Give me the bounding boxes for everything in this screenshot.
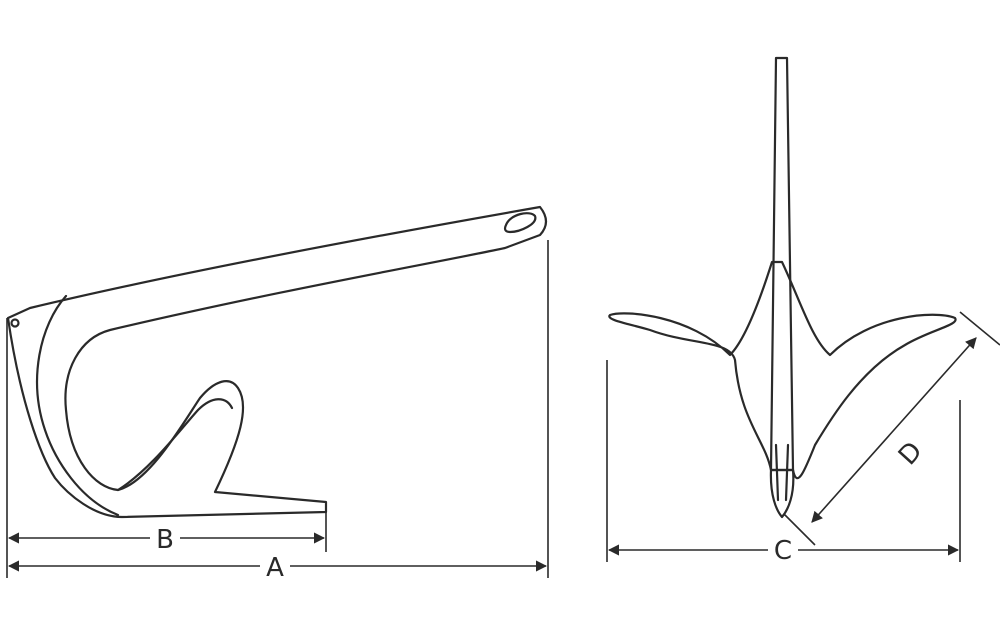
dimension-b-label: B — [156, 525, 174, 555]
dimension-d-label: D — [893, 436, 929, 471]
anchor-side-view — [6, 205, 548, 519]
dimension-d-ext-top — [959, 311, 1000, 346]
dimension-d-ext-bottom — [783, 513, 816, 546]
anchor-shackle-slot — [503, 212, 537, 234]
anchor-front-ridge-left — [774, 443, 780, 502]
anchor-front-tip — [769, 468, 795, 519]
dimension-a-label: A — [266, 553, 284, 583]
anchor-fluke-inner-line — [116, 398, 234, 492]
dimension-c-label: C — [774, 536, 792, 566]
anchor-side-outline — [6, 205, 548, 519]
anchor-front-ridge-right — [784, 443, 790, 502]
dimension-d: D — [783, 311, 1000, 546]
dimension-a: A — [6, 240, 549, 583]
anchor-claw-inner-ridge — [36, 294, 120, 517]
anchor-tip-hole — [10, 318, 20, 328]
dimension-d-line — [811, 337, 977, 523]
dimension-b: B — [7, 504, 327, 555]
